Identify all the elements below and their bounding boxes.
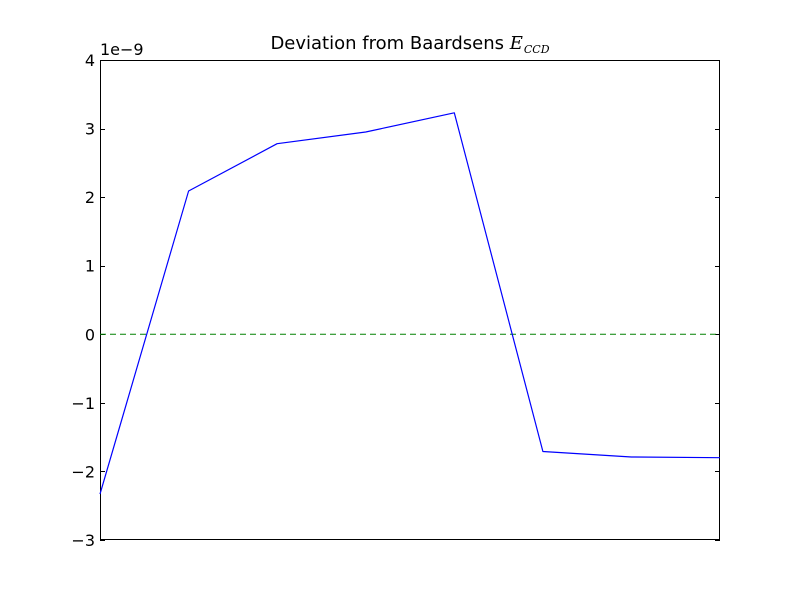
chart-title-symbol-subscript: CCD xyxy=(523,43,550,56)
y-axis-ticks: −3 −2 −1 0 1 2 3 4 xyxy=(71,51,720,550)
y-tick-label: −1 xyxy=(71,394,95,413)
plot-area xyxy=(99,112,721,495)
plot-frame xyxy=(100,60,720,540)
chart-title-text: Deviation from Baardsens xyxy=(270,33,510,54)
series-line xyxy=(99,112,721,495)
y-tick-label: 1 xyxy=(85,257,95,276)
y-axis-offset-label: 1e−9 xyxy=(100,40,144,59)
chart-title: Deviation from Baardsens ECCD xyxy=(100,33,720,56)
y-tick-label: 4 xyxy=(85,51,95,70)
y-tick-label: −2 xyxy=(71,462,95,481)
y-tick-label: −3 xyxy=(71,531,95,550)
y-tick-label: 0 xyxy=(85,325,95,344)
chart-title-symbol-letter: E xyxy=(509,33,523,54)
y-tick-label: 3 xyxy=(85,120,95,139)
y-tick-label: 2 xyxy=(85,188,95,207)
chart-title-symbol: ECCD xyxy=(509,33,550,56)
